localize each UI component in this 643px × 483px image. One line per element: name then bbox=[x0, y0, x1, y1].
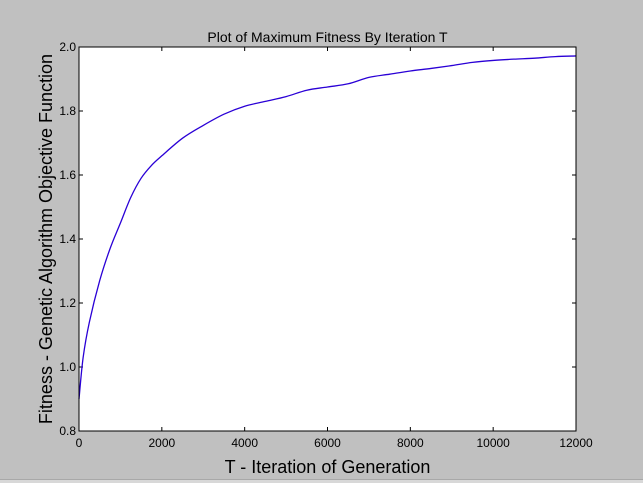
x-tick-label: 12000 bbox=[559, 436, 593, 450]
y-tick-label: 1.8 bbox=[59, 104, 76, 118]
x-tick-label: 8000 bbox=[397, 436, 424, 450]
series-line bbox=[78, 55, 577, 400]
series-layer bbox=[78, 55, 577, 400]
x-tick-label: 4000 bbox=[231, 436, 258, 450]
y-tick-label: 1.4 bbox=[59, 232, 76, 246]
chart-title: Plot of Maximum Fitness By Iteration T bbox=[207, 29, 448, 45]
tick-labels-layer: 0 2000 4000 6000 8000 10000 12000 0.8 1.0 1.2 1.4 1… bbox=[59, 40, 593, 450]
plot-area bbox=[79, 47, 576, 431]
x-axis-label: T - Iteration of Generation bbox=[225, 457, 431, 477]
x-tick-label: 6000 bbox=[314, 436, 341, 450]
y-tick-label: 1.6 bbox=[59, 168, 76, 182]
y-tick-label: 0.8 bbox=[59, 424, 76, 438]
y-tick-label: 1.0 bbox=[59, 360, 76, 374]
y-tick-label: 2.0 bbox=[59, 40, 76, 54]
x-tick-label: 0 bbox=[76, 436, 83, 450]
x-tick-label: 2000 bbox=[148, 436, 175, 450]
y-axis-label: Fitness - Genetic Algorithm Objective Fu… bbox=[36, 54, 56, 424]
x-tick-label: 10000 bbox=[476, 436, 510, 450]
plot-frame bbox=[78, 46, 577, 432]
y-tick-label: 1.2 bbox=[59, 296, 76, 310]
window-bottom-strip bbox=[0, 479, 643, 483]
